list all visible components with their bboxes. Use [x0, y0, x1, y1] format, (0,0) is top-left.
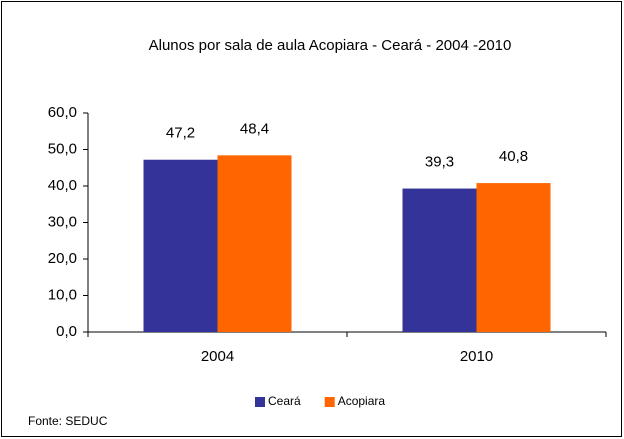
y-tick-label: 60,0	[48, 104, 77, 121]
chart-title: Alunos por sala de aula Acopiara - Ceará…	[149, 37, 512, 54]
bar	[217, 155, 292, 332]
data-label: 39,3	[425, 154, 454, 171]
bar	[402, 188, 477, 332]
y-tick-label: 10,0	[48, 286, 77, 303]
bar	[143, 159, 218, 332]
x-tick-label: 2004	[201, 348, 234, 365]
legend-label: Ceará	[268, 394, 301, 408]
legend-swatch	[324, 397, 335, 407]
legend-swatch	[255, 397, 265, 407]
x-tick-label: 2010	[460, 348, 493, 365]
legend-label: Acopiara	[338, 394, 386, 408]
y-tick-label: 40,0	[48, 177, 77, 194]
data-label: 40,8	[499, 148, 528, 165]
y-tick-label: 0,0	[56, 323, 77, 340]
source-note: Fonte: SEDUC	[28, 414, 108, 428]
data-label: 48,4	[240, 120, 269, 137]
y-tick-label: 50,0	[48, 140, 77, 157]
y-tick-label: 20,0	[48, 250, 77, 267]
y-tick-label: 30,0	[48, 213, 77, 230]
bar	[476, 183, 551, 332]
data-label: 47,2	[166, 125, 195, 142]
